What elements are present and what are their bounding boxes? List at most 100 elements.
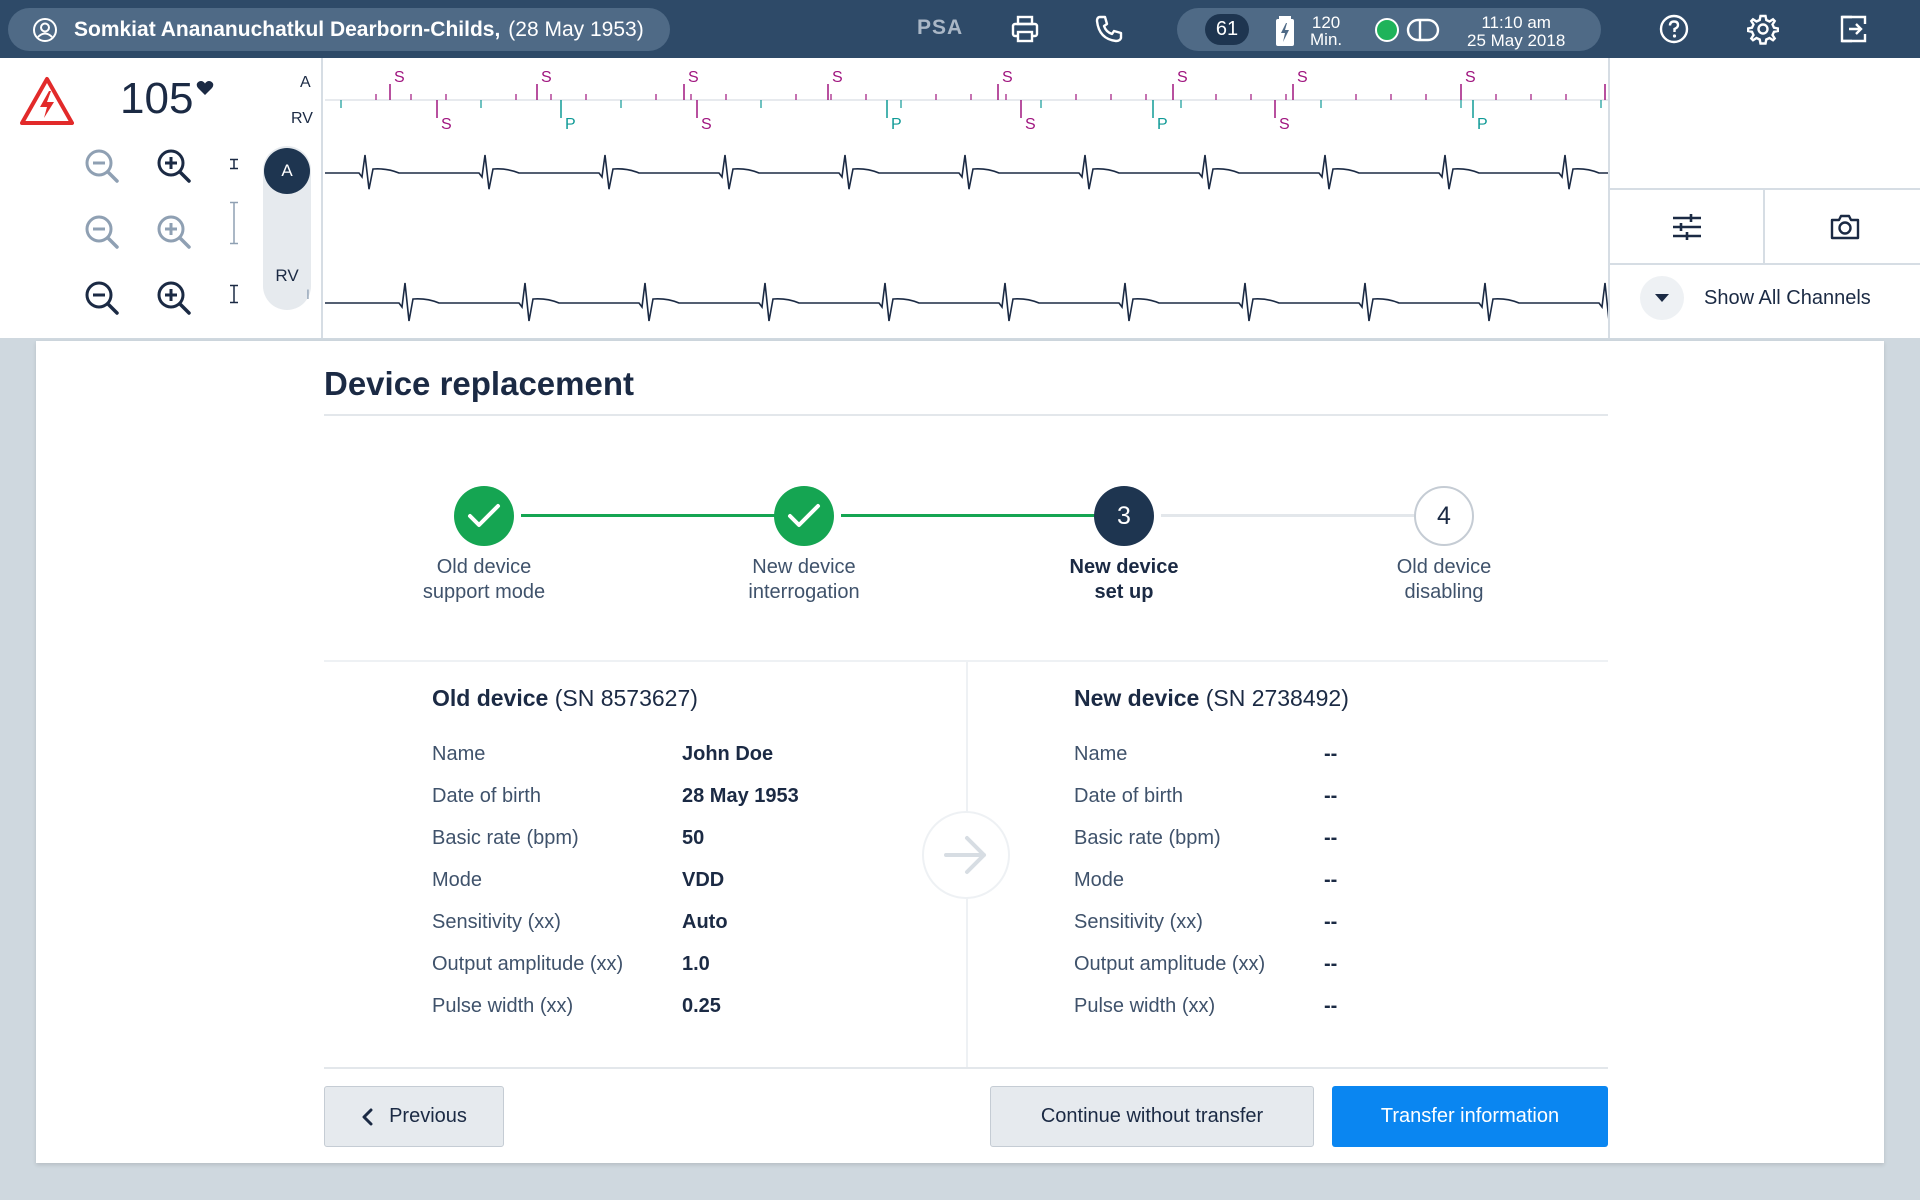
sense-marker: S bbox=[394, 69, 405, 86]
field-value: 50 bbox=[682, 827, 705, 849]
arrow-right-icon bbox=[944, 836, 986, 874]
field-label: Date of birth bbox=[1074, 785, 1183, 807]
field-label: Basic rate (bpm) bbox=[1074, 827, 1221, 849]
step-4-pending: 4 bbox=[1414, 486, 1474, 546]
help-icon[interactable] bbox=[1658, 13, 1690, 45]
connection-status-dot bbox=[1375, 18, 1399, 42]
zoom-in-icon[interactable] bbox=[154, 278, 194, 318]
chevron-down-icon bbox=[1640, 276, 1684, 320]
divider bbox=[324, 414, 1608, 416]
patient-info-pill[interactable]: Somkiat Anananuchatkul Dearborn-Childs, … bbox=[8, 8, 670, 51]
step-connector bbox=[841, 514, 1101, 517]
divider bbox=[324, 660, 1608, 662]
sense-marker: S bbox=[541, 69, 552, 86]
snapshot-button[interactable] bbox=[1767, 190, 1920, 264]
channel-toggle[interactable]: A RV bbox=[263, 146, 311, 310]
field-value: 28 May 1953 bbox=[682, 785, 799, 807]
field-label: Pulse width (xx) bbox=[432, 995, 574, 1017]
field-label: Basic rate (bpm) bbox=[432, 827, 579, 849]
monitor-controls: 105 A RV bbox=[0, 58, 323, 338]
gear-icon[interactable] bbox=[1747, 13, 1779, 45]
channel-toggle-rv[interactable]: RV bbox=[275, 266, 299, 285]
sense-marker: S bbox=[1465, 69, 1476, 86]
sense-marker: S bbox=[1279, 116, 1290, 133]
page-title: Device replacement bbox=[324, 365, 635, 402]
previous-button[interactable]: Previous bbox=[324, 1086, 504, 1147]
sense-marker: S bbox=[832, 69, 843, 86]
printer-icon[interactable] bbox=[1009, 13, 1041, 45]
step-1-complete bbox=[454, 486, 514, 546]
alarm-warning-icon[interactable] bbox=[20, 76, 74, 126]
check-icon bbox=[468, 504, 500, 527]
mode-label[interactable]: PSA bbox=[917, 16, 964, 39]
channel-a-label: A bbox=[300, 74, 311, 91]
pace-marker: P bbox=[565, 116, 576, 133]
sense-marker: S bbox=[688, 69, 699, 86]
check-icon bbox=[788, 504, 820, 527]
step-connector bbox=[1161, 514, 1421, 517]
step-connector bbox=[521, 514, 781, 517]
field-label: Name bbox=[432, 743, 486, 765]
amplitude-scale-icon bbox=[230, 158, 238, 170]
heart-rate-value: 105 bbox=[120, 74, 194, 123]
sliders-icon bbox=[1672, 214, 1701, 240]
field-value: -- bbox=[1324, 827, 1338, 849]
field-value: -- bbox=[1324, 743, 1338, 765]
patient-dob: (28 May 1953) bbox=[508, 17, 644, 41]
pace-marker: P bbox=[891, 116, 902, 133]
heart-icon bbox=[196, 81, 214, 95]
field-label: Output amplitude (xx) bbox=[1074, 953, 1266, 975]
show-all-channels-button[interactable]: Show All Channels bbox=[1640, 276, 1871, 320]
sense-marker: S bbox=[441, 116, 452, 133]
amplitude-scale-icon bbox=[230, 284, 238, 304]
channel-toggle-a[interactable]: A bbox=[264, 148, 310, 194]
zoom-out-icon[interactable] bbox=[82, 146, 122, 186]
marker-ticks bbox=[340, 94, 1602, 108]
continue-without-transfer-button[interactable]: Continue without transfer bbox=[990, 1086, 1314, 1147]
field-label: Sensitivity (xx) bbox=[1074, 911, 1203, 933]
field-value: -- bbox=[1324, 785, 1338, 807]
clock: 11:10 am 25 May 2018 bbox=[1467, 13, 1566, 50]
ecg-traces: SSSSSSSSSSPSPSPSP bbox=[325, 69, 1608, 322]
battery-icon bbox=[1276, 16, 1294, 46]
zoom-out-icon[interactable] bbox=[82, 212, 122, 252]
sense-marker: S bbox=[701, 116, 712, 133]
field-label: Sensitivity (xx) bbox=[432, 911, 561, 933]
field-label: Pulse width (xx) bbox=[1074, 995, 1216, 1017]
field-value: -- bbox=[1324, 911, 1338, 933]
field-value: -- bbox=[1324, 995, 1338, 1017]
zoom-in-icon[interactable] bbox=[154, 212, 194, 252]
camera-icon bbox=[1830, 214, 1859, 240]
sense-marker: S bbox=[1002, 69, 1013, 86]
status-pill: 61 120 Min. 11:10 am 25 May 2018 bbox=[1177, 8, 1601, 51]
field-value: VDD bbox=[682, 869, 725, 891]
logout-icon[interactable] bbox=[1838, 13, 1870, 45]
field-value: 0.25 bbox=[682, 995, 721, 1017]
field-value: 1.0 bbox=[682, 953, 710, 975]
field-label: Output amplitude (xx) bbox=[432, 953, 624, 975]
user-icon bbox=[33, 17, 57, 42]
trace-lead-label: I bbox=[306, 286, 310, 302]
sense-marker: S bbox=[1297, 69, 1308, 86]
device-replacement-card: Device replacement 3 4 Old device support… bbox=[36, 341, 1884, 1163]
step-1-label: Old device support mode bbox=[422, 556, 546, 603]
field-value: -- bbox=[1324, 869, 1338, 891]
zoom-out-icon[interactable] bbox=[82, 278, 122, 318]
step-2-complete bbox=[774, 486, 834, 546]
transfer-arrow bbox=[922, 811, 1010, 899]
zoom-in-icon[interactable] bbox=[154, 146, 194, 186]
field-value: -- bbox=[1324, 953, 1338, 975]
field-label: Mode bbox=[1074, 869, 1125, 891]
battery-minutes: 120 Min. bbox=[1310, 13, 1343, 49]
event-count-badge: 61 bbox=[1205, 14, 1249, 45]
channel-rv-label: RV bbox=[291, 110, 313, 127]
adjust-settings-button[interactable] bbox=[1610, 190, 1765, 264]
pace-marker: P bbox=[1157, 116, 1168, 133]
divider bbox=[1610, 263, 1920, 265]
ecg-trace-a bbox=[325, 154, 1608, 190]
phone-icon[interactable] bbox=[1093, 13, 1125, 45]
transfer-information-button[interactable]: Transfer information bbox=[1332, 1086, 1608, 1147]
step-3-label: New device set up bbox=[1069, 556, 1179, 603]
field-value: John Doe bbox=[682, 743, 774, 765]
step-2-label: New device interrogation bbox=[748, 556, 860, 603]
